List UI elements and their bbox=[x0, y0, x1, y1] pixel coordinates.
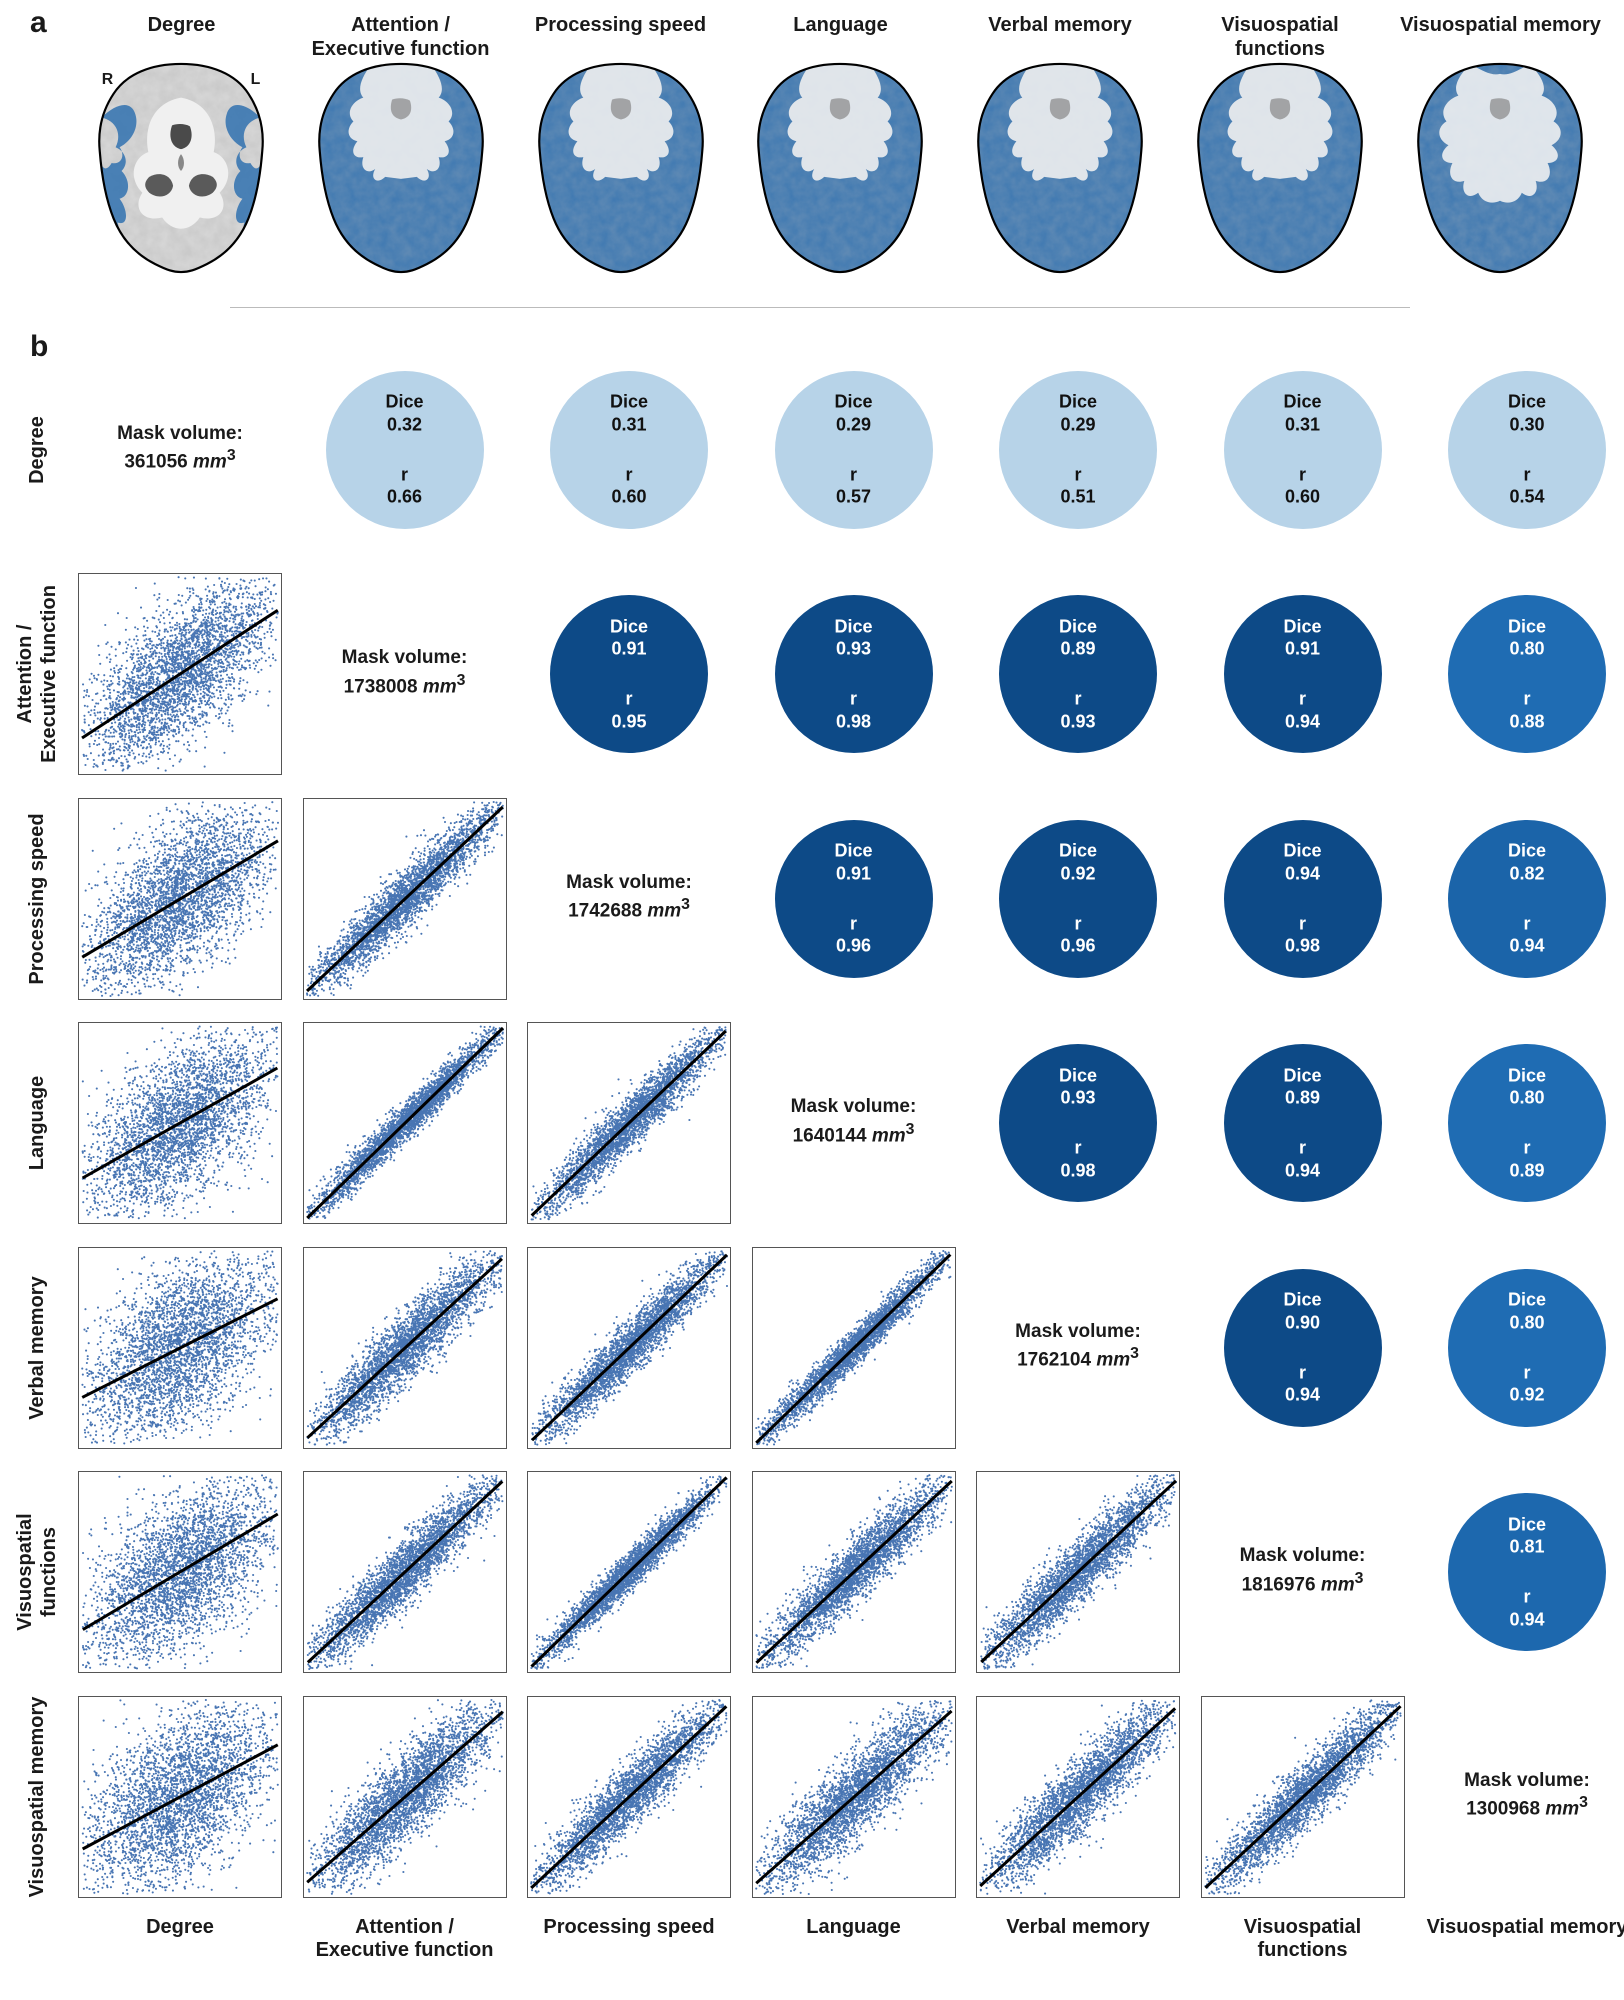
svg-text:R: R bbox=[102, 71, 114, 88]
svg-text:L: L bbox=[251, 71, 261, 88]
